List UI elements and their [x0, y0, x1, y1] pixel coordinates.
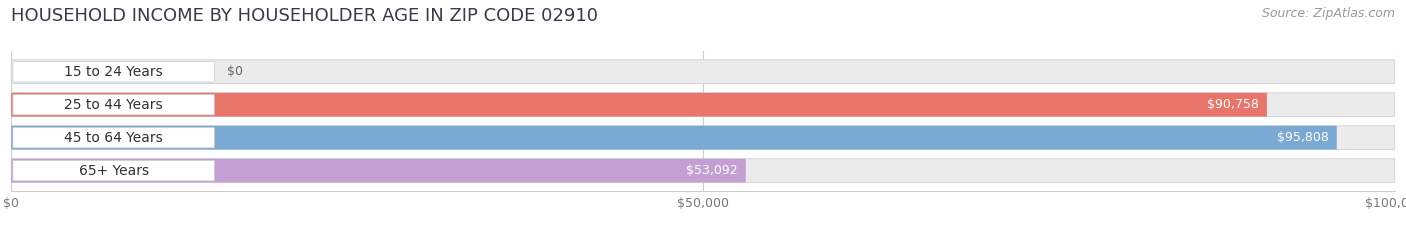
Text: 15 to 24 Years: 15 to 24 Years — [65, 65, 163, 79]
Text: HOUSEHOLD INCOME BY HOUSEHOLDER AGE IN ZIP CODE 02910: HOUSEHOLD INCOME BY HOUSEHOLDER AGE IN Z… — [11, 7, 598, 25]
FancyBboxPatch shape — [11, 159, 1395, 182]
FancyBboxPatch shape — [11, 159, 745, 182]
FancyBboxPatch shape — [13, 127, 214, 148]
FancyBboxPatch shape — [13, 160, 214, 181]
FancyBboxPatch shape — [11, 126, 1337, 150]
Text: $95,808: $95,808 — [1277, 131, 1329, 144]
FancyBboxPatch shape — [13, 94, 214, 115]
Text: 25 to 44 Years: 25 to 44 Years — [65, 98, 163, 112]
FancyBboxPatch shape — [13, 62, 214, 82]
Text: Source: ZipAtlas.com: Source: ZipAtlas.com — [1261, 7, 1395, 20]
FancyBboxPatch shape — [11, 93, 1267, 116]
Text: 45 to 64 Years: 45 to 64 Years — [65, 131, 163, 145]
FancyBboxPatch shape — [11, 126, 1395, 150]
FancyBboxPatch shape — [11, 60, 1395, 84]
Text: $90,758: $90,758 — [1206, 98, 1258, 111]
Text: 65+ Years: 65+ Years — [79, 164, 149, 178]
FancyBboxPatch shape — [11, 93, 1395, 116]
Text: $0: $0 — [228, 65, 243, 78]
Text: $53,092: $53,092 — [686, 164, 738, 177]
